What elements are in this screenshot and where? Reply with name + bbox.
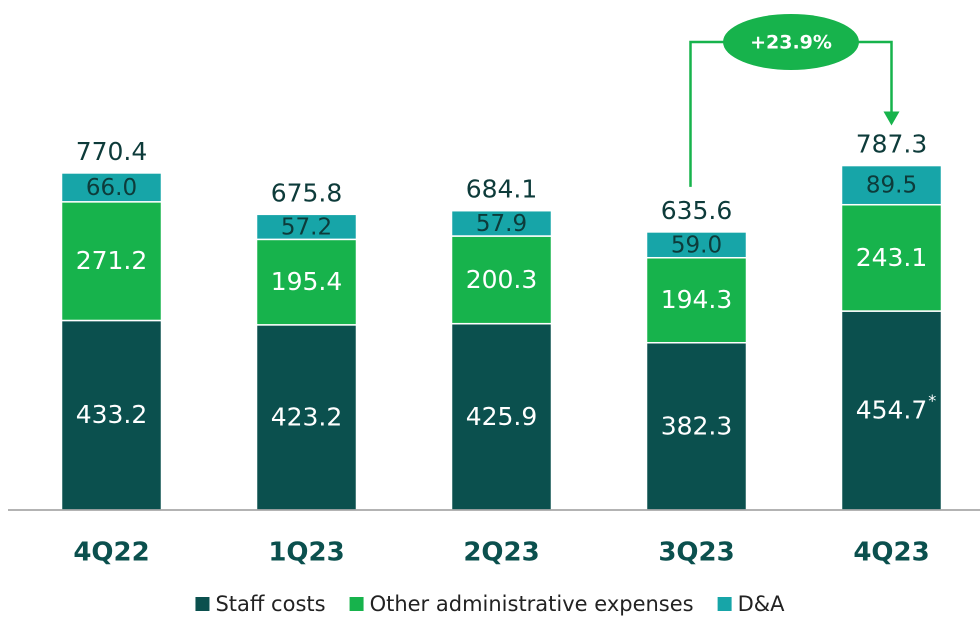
value-label: 243.1: [856, 243, 928, 272]
value-label: 423.2: [271, 402, 343, 431]
bar-segment: [255, 324, 358, 511]
total-label: 770.4: [76, 137, 148, 166]
legend-label: Other administrative expenses: [370, 592, 694, 616]
footnote-marker: *: [928, 391, 936, 410]
x-tick-label: 3Q23: [658, 538, 734, 568]
x-tick-label: 4Q23: [853, 538, 929, 568]
x-tick-label: 4Q22: [73, 538, 149, 568]
bar-segment: [450, 209, 553, 237]
value-label: 89.5: [866, 173, 917, 199]
bar-segment: [60, 172, 163, 203]
value-label: 200.3: [466, 265, 538, 294]
value-label: 57.9: [476, 211, 527, 237]
legend-label: Staff costs: [215, 592, 325, 616]
bar-segment: [60, 319, 163, 511]
legend-swatch: [717, 597, 732, 611]
value-label: 66.0: [86, 175, 137, 201]
bar-segment: [255, 213, 358, 241]
value-label: 454.7: [856, 396, 928, 425]
value-label: 57.2: [281, 214, 332, 240]
value-label: 271.2: [76, 246, 148, 275]
bar-segment: [645, 341, 748, 511]
bar-segment: [450, 235, 553, 325]
bar-segment: [60, 201, 163, 322]
bar-segment: [840, 164, 943, 206]
value-label: 433.2: [76, 400, 148, 429]
bar-segment: [645, 256, 748, 344]
total-label: 675.8: [271, 178, 343, 207]
value-label: 194.3: [661, 285, 733, 314]
bar-segment: [255, 238, 358, 326]
value-label: 382.3: [661, 411, 733, 440]
annotation-text: +23.9%: [750, 32, 832, 54]
value-label: 59.0: [671, 232, 722, 258]
arrow-head: [883, 111, 900, 126]
total-label: 787.3: [856, 130, 928, 159]
x-tick-label: 1Q23: [268, 538, 344, 568]
bar-segment: [645, 231, 748, 259]
bar-segment: [840, 310, 943, 511]
total-label: 635.6: [661, 196, 733, 225]
legend-label: D&A: [738, 592, 786, 616]
legend-swatch: [195, 597, 210, 611]
value-label: 425.9: [466, 402, 538, 431]
value-label: 195.4: [271, 267, 343, 296]
annotation-badge: [723, 14, 859, 70]
legend-swatch: [349, 597, 364, 611]
x-tick-label: 2Q23: [463, 538, 539, 568]
total-label: 684.1: [466, 175, 538, 204]
